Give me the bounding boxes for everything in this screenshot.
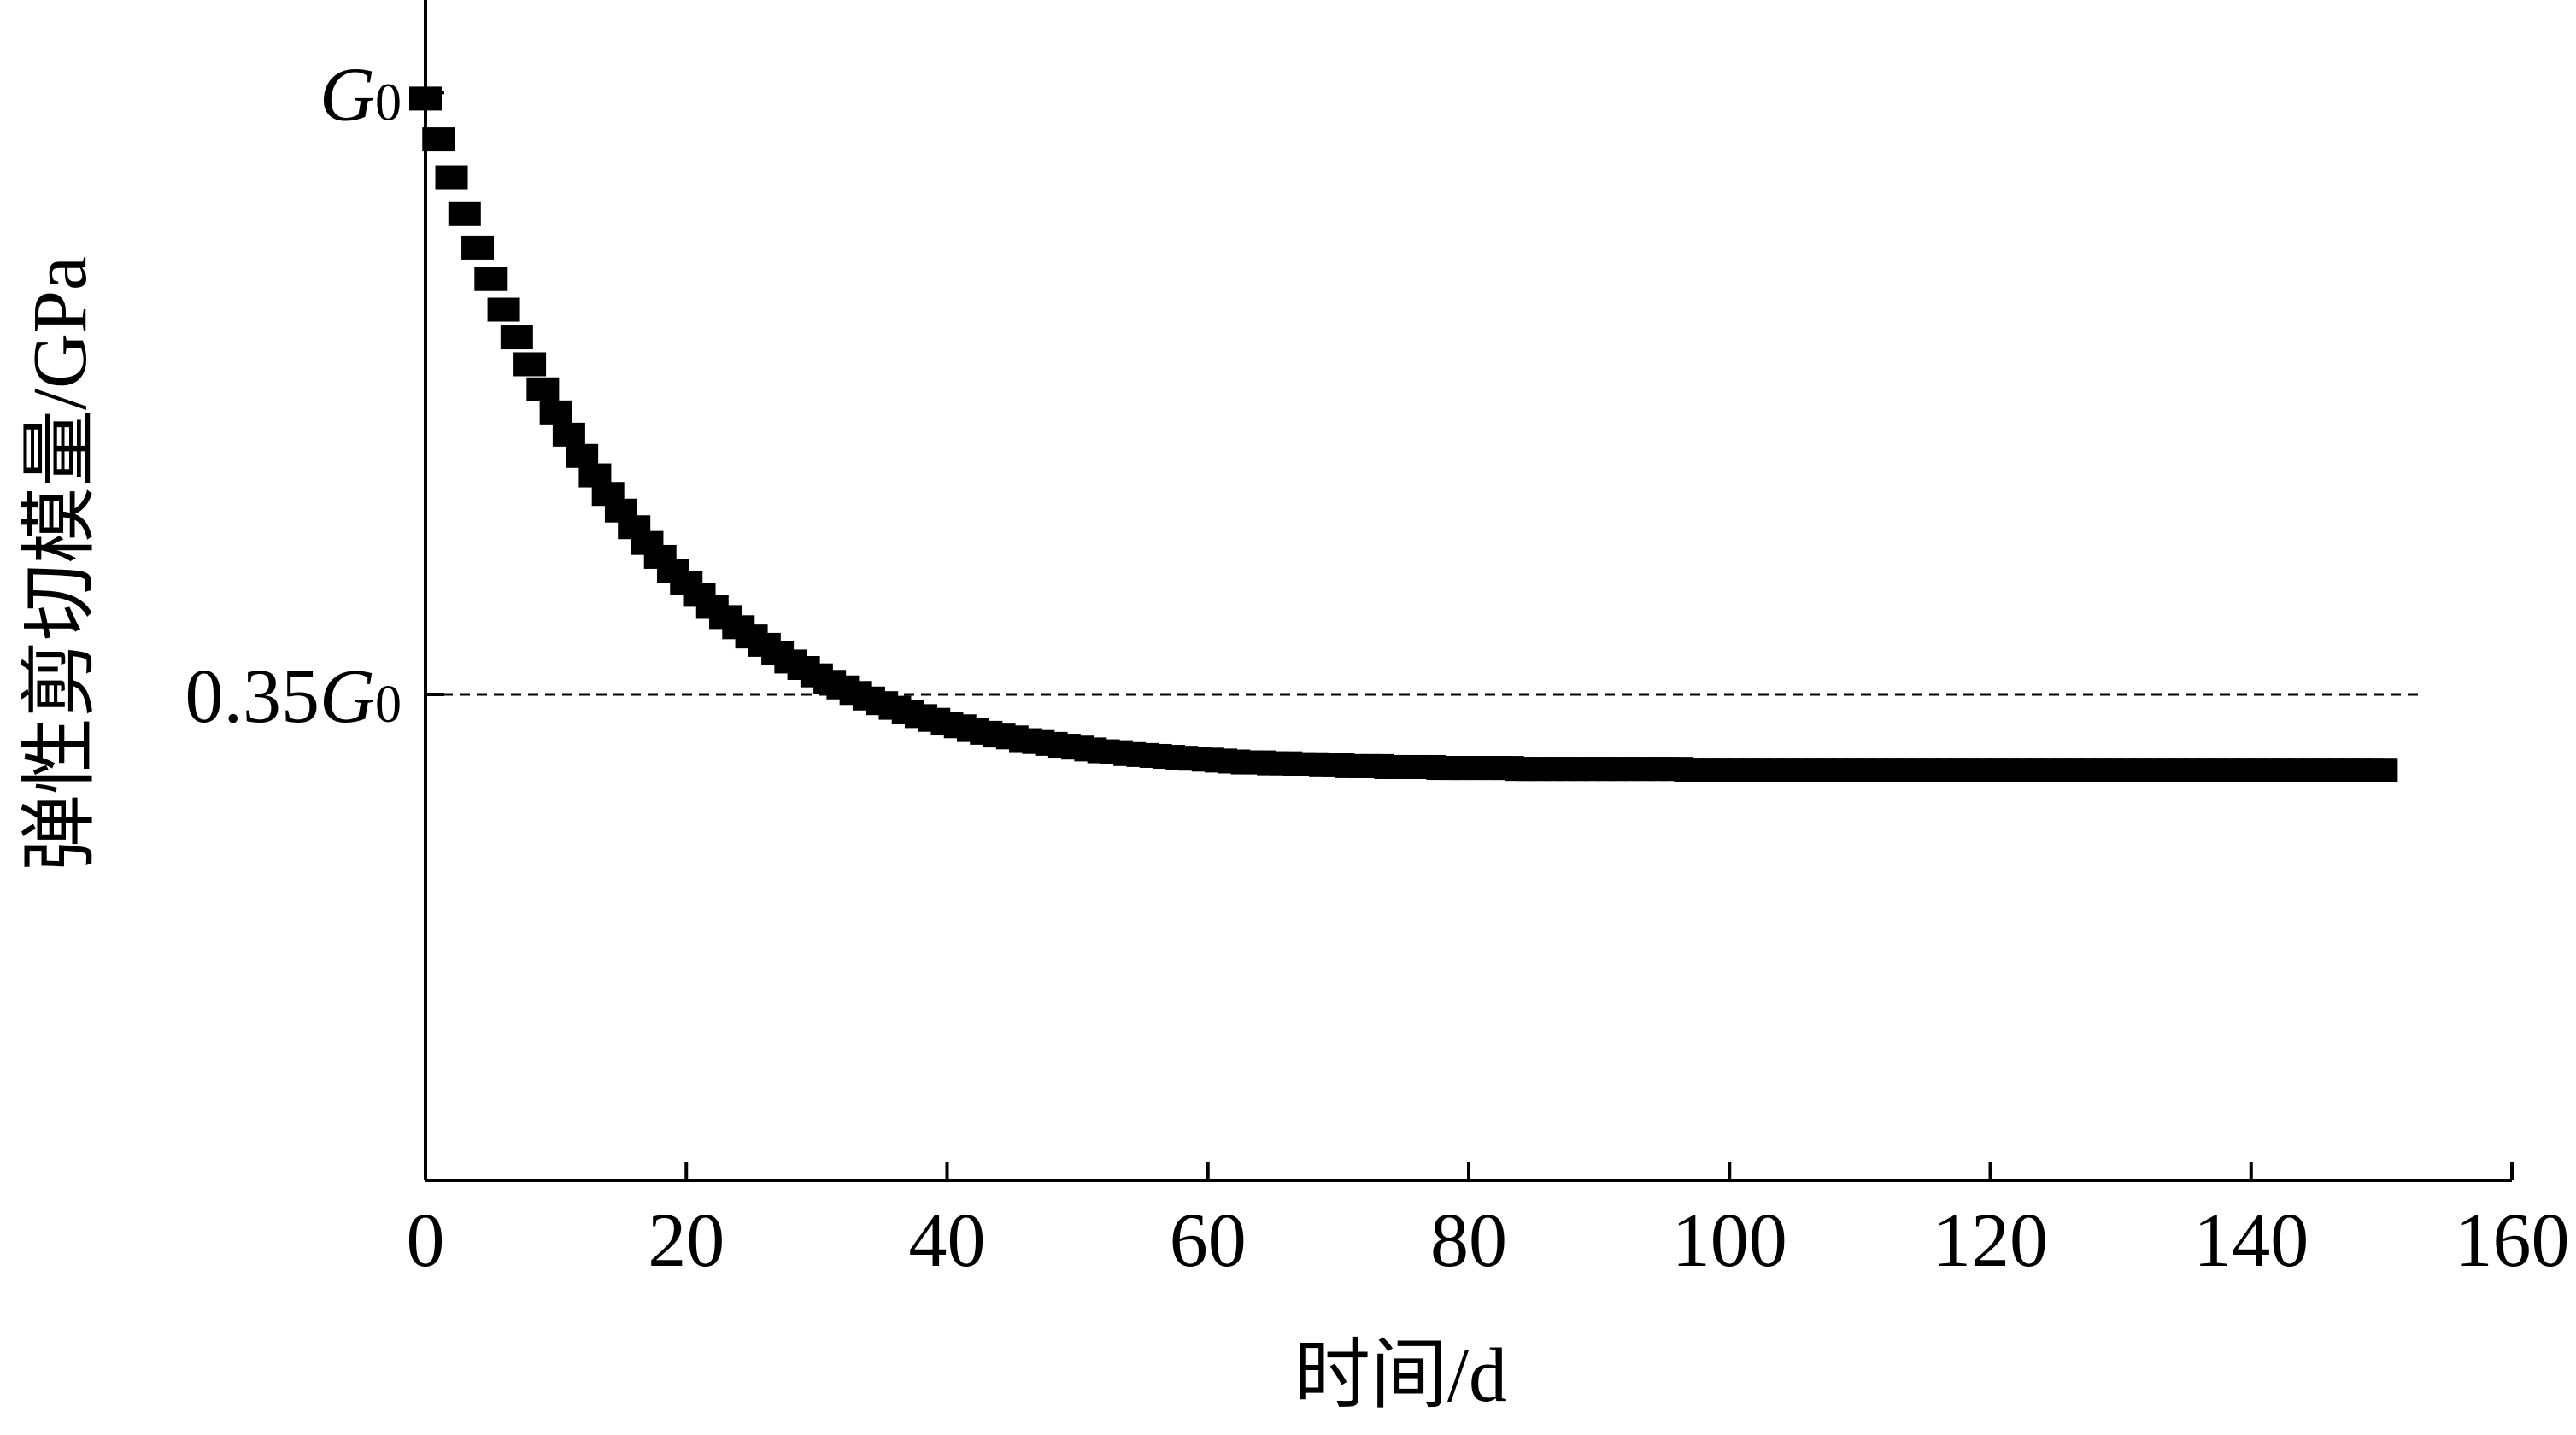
data-point [487,297,520,322]
data-point [500,325,533,350]
x-tick-label: 20 [648,1198,725,1283]
data-point [2365,758,2398,782]
x-tick-label: 60 [1170,1198,1247,1283]
x-tick-label: 80 [1430,1198,1507,1283]
x-ticks: 0 20 40 60 80 100 120 140 160 [407,1162,2570,1283]
x-tick-label: 140 [2193,1198,2309,1283]
y-axis-label: 弹性剪切模量/GPa [18,256,103,871]
data-points [409,86,2398,782]
x-tick-label: 160 [2455,1198,2570,1283]
y-tick-label: 0.35G0 [185,654,402,739]
x-tick-label: 100 [1672,1198,1787,1283]
data-point [539,400,572,425]
data-point [513,352,547,377]
data-point [474,266,508,291]
data-point [526,377,560,401]
y-tick-label: G0 [320,52,402,137]
data-point [448,201,481,226]
data-point [435,165,468,190]
x-axis-label: 时间/d [1294,1333,1507,1418]
data-point [552,422,585,447]
x-tick-label: 40 [909,1198,986,1283]
data-point [461,235,495,260]
y-ticks: G0 0.35G0 [185,52,444,739]
data-point [422,127,455,152]
x-tick-label: 120 [1933,1198,2048,1283]
x-tick-label: 0 [407,1198,445,1283]
